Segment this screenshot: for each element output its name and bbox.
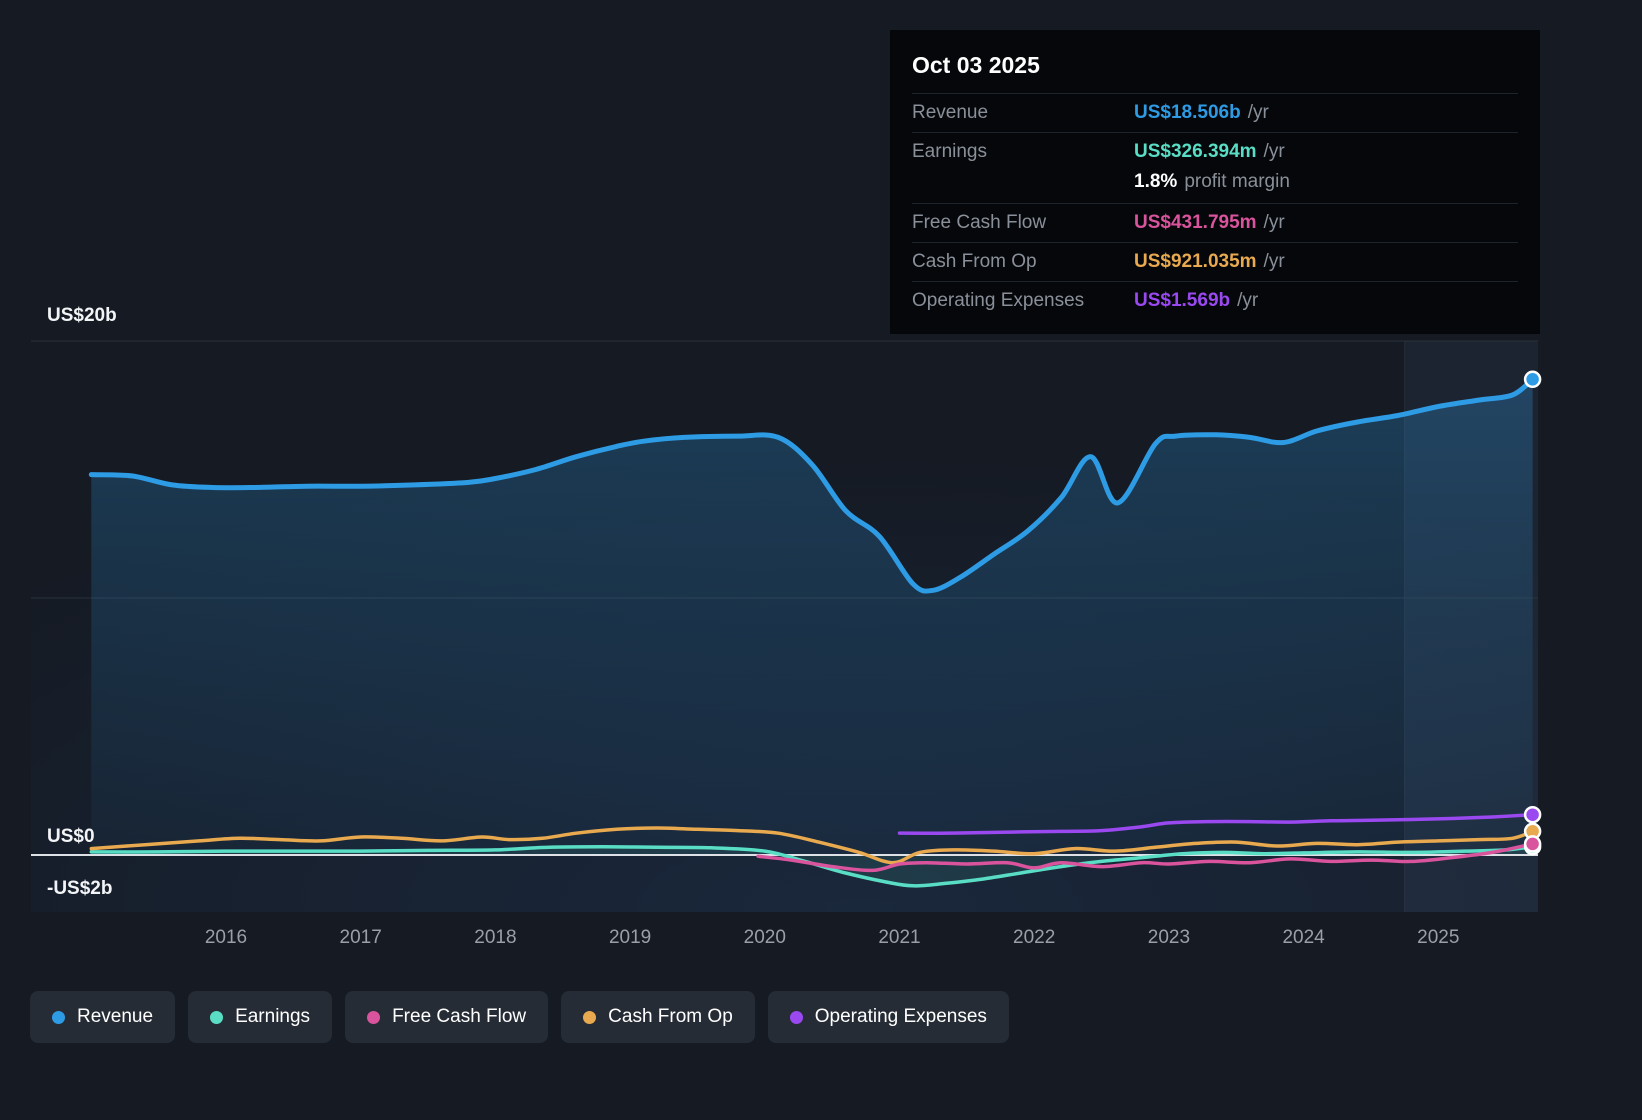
profit-margin-text: profit margin [1184, 171, 1290, 192]
chart-legend: Revenue Earnings Free Cash Flow Cash From O… [30, 991, 1009, 1043]
tooltip-label: Cash From Op [912, 251, 1037, 272]
legend-label: Operating Expenses [814, 1006, 987, 1027]
legend-item-cash-from-op[interactable]: Cash From Op [561, 991, 755, 1043]
tooltip-row-profit-margin: 1.8% profit margin [912, 171, 1518, 203]
legend-item-free-cash-flow[interactable]: Free Cash Flow [345, 991, 549, 1043]
revenue-area [91, 379, 1533, 855]
tooltip-value: US$326.394m [1134, 141, 1257, 162]
tooltip-label: Earnings [912, 141, 987, 162]
x-axis-label-2016: 2016 [204, 927, 248, 948]
tooltip-value: US$1.569b [1134, 290, 1231, 311]
tooltip-date: Oct 03 2025 [912, 52, 1040, 78]
tooltip-value: US$431.795m [1134, 212, 1257, 233]
operating-expenses-endpoint-marker [1523, 805, 1542, 824]
operating-expenses-dot-icon [789, 1010, 803, 1024]
earnings-line [89, 844, 1535, 888]
cash-from-op-line [89, 826, 1535, 865]
x-axis-label-2021: 2021 [878, 927, 921, 948]
tooltip-suffix: /yr [1247, 102, 1269, 123]
tooltip-suffix: /yr [1263, 212, 1285, 233]
y-axis-label-neg-2b: -US$2b [47, 878, 113, 899]
operating-expenses-line [897, 812, 1535, 835]
revenue-endpoint-marker [1523, 370, 1542, 389]
tooltip-suffix: /yr [1263, 251, 1285, 272]
legend-label: Free Cash Flow [392, 1006, 527, 1027]
tooltip-value: US$18.506b [1134, 102, 1241, 123]
x-axis: 2016 2017 2018 2019 2020 2021 2022 2023 2024 2025 [0, 927, 1642, 957]
legend-label: Cash From Op [608, 1006, 733, 1027]
tooltip-row-free-cash-flow: Free Cash Flow US$431.795m /yr [912, 203, 1518, 242]
revenue-dot-icon [52, 1010, 65, 1024]
y-axis-label-zero: US$0 [47, 826, 95, 847]
free-cash-flow-line [756, 842, 1535, 873]
legend-label: Earnings [235, 1006, 311, 1027]
tooltip-value: US$921.035m [1134, 251, 1257, 272]
free-cash-flow-endpoint-marker [1523, 835, 1542, 853]
x-axis-label-2019: 2019 [608, 927, 652, 948]
tooltip-suffix: /yr [1263, 141, 1285, 162]
x-axis-label-2024: 2024 [1282, 927, 1325, 948]
x-axis-label-2022: 2022 [1013, 927, 1056, 948]
x-axis-label-2020: 2020 [743, 927, 786, 948]
chart-tooltip: Oct 03 2025 Revenue US$18.506b /yr Earni… [890, 30, 1540, 334]
revenue-line [88, 376, 1536, 594]
tooltip-label: Revenue [912, 102, 989, 123]
cash-from-op-dot-icon [583, 1010, 597, 1024]
tooltip-suffix: /yr [1237, 290, 1259, 311]
x-axis-label-2018: 2018 [474, 927, 517, 948]
tooltip-label: Operating Expenses [912, 290, 1085, 311]
tooltip-row-operating-expenses: Operating Expenses US$1.569b /yr [912, 281, 1518, 320]
x-axis-label-2017: 2017 [339, 927, 382, 948]
x-axis-label-2023: 2023 [1147, 927, 1191, 948]
x-axis-label-2025: 2025 [1417, 927, 1460, 948]
legend-item-earnings[interactable]: Earnings [188, 991, 333, 1043]
earnings-dot-icon [210, 1010, 224, 1024]
tooltip-label: Free Cash Flow [912, 212, 1047, 233]
free-cash-flow-dot-icon [367, 1010, 381, 1024]
y-axis-label-20b: US$20b [47, 305, 117, 326]
tooltip-row-revenue: Revenue US$18.506b /yr [912, 93, 1518, 132]
legend-item-operating-expenses[interactable]: Operating Expenses [767, 991, 1009, 1043]
legend-item-revenue[interactable]: Revenue [30, 991, 176, 1043]
tooltip-row-earnings: Earnings US$326.394m /yr [912, 132, 1518, 171]
tooltip-row-cash-from-op: Cash From Op US$921.035m /yr [912, 242, 1518, 281]
legend-label: Revenue [77, 1006, 154, 1027]
profit-margin-value: 1.8% [1134, 171, 1178, 192]
